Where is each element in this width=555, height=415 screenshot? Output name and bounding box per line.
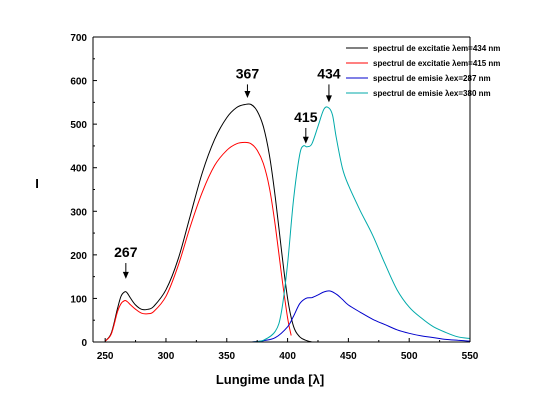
legend: spectrul de excitatie λem=434 nm spectrul…	[346, 44, 500, 98]
ticks-layer: 0 100 200 300 400 500 600 700 250 300 350 400 450 500…	[70, 33, 478, 362]
y-tick-label: 500	[70, 120, 87, 131]
annotation-arrow-head	[122, 271, 129, 279]
x-tick-label: 450	[340, 351, 357, 362]
legend-label-3: spectrul de emisie λex=287 nm	[373, 74, 491, 83]
legend-label-1: spectrul de excitatie λem=434 nm	[373, 44, 500, 53]
series-line-3	[251, 290, 471, 343]
series-line-1	[104, 103, 313, 343]
x-tick-label: 400	[279, 351, 296, 362]
y-axis-title: I	[35, 176, 39, 191]
annotation-arrow-head	[302, 136, 309, 144]
y-tick-label: 0	[81, 338, 87, 349]
x-axis-title: Lungime unda [λ]	[216, 372, 324, 387]
legend-label-2: spectrul de excitatie λem=415 nm	[373, 59, 500, 68]
series-layer	[104, 103, 471, 343]
series-line-4	[251, 106, 471, 343]
series-line-2	[104, 141, 292, 342]
y-tick-label: 400	[70, 164, 87, 175]
annotation-arrow-head	[244, 91, 251, 98]
annotation-label: 434	[317, 65, 341, 81]
annotation-label: 367	[236, 65, 260, 81]
annotation-layer: 267 367 415 434	[114, 65, 341, 279]
annotation-label: 415	[294, 109, 318, 125]
x-tick-label: 500	[401, 351, 418, 362]
x-tick-label: 300	[158, 351, 175, 362]
y-tick-label: 100	[70, 294, 87, 305]
x-tick-label: 350	[218, 351, 235, 362]
annotation-label: 267	[114, 244, 138, 260]
legend-label-4: spectrul de emisie λex=380 nm	[373, 89, 491, 98]
y-tick-label: 200	[70, 251, 87, 262]
y-tick-label: 600	[70, 77, 87, 88]
x-tick-label: 550	[462, 351, 479, 362]
annotation-arrow-head	[325, 95, 332, 103]
axes-layer	[92, 36, 471, 343]
y-tick-label: 700	[70, 33, 87, 44]
y-tick-label: 300	[70, 207, 87, 218]
x-tick-label: 250	[97, 351, 114, 362]
